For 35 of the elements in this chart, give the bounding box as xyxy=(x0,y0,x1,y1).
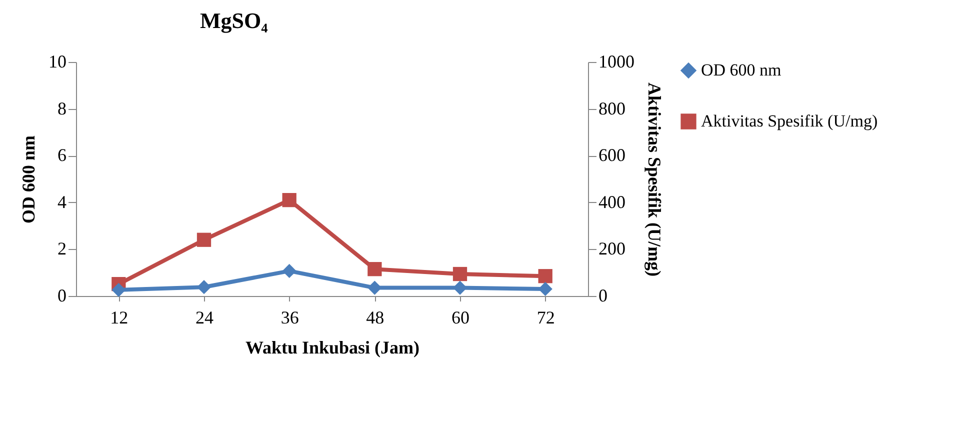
y2-tick-label: 800 xyxy=(598,98,626,118)
legend-label: Aktivitas Spesifik (U/mg) xyxy=(701,112,878,130)
point xyxy=(452,266,468,282)
point xyxy=(282,192,296,208)
point xyxy=(368,280,382,295)
point xyxy=(282,264,296,278)
y2-tick-label: 600 xyxy=(598,145,626,166)
y2-tick-label: 200 xyxy=(598,238,626,259)
point xyxy=(112,282,126,297)
x-tick-label: 24 xyxy=(196,308,214,328)
legend-label: OD 600 nm xyxy=(701,60,782,80)
x-tick-label: 60 xyxy=(452,308,470,328)
point xyxy=(538,269,552,284)
y-tick-label: 0 xyxy=(58,286,66,306)
point xyxy=(452,280,468,295)
x-tick-label: 72 xyxy=(536,308,555,328)
x-tick-label: 36 xyxy=(280,308,299,328)
y-tick-label: 8 xyxy=(58,98,66,118)
y2-tick-label: 1000 xyxy=(598,52,634,72)
point xyxy=(196,232,212,247)
y-tick-label: 6 xyxy=(58,145,66,166)
y-tick-label: 10 xyxy=(48,52,66,72)
point xyxy=(196,280,212,294)
point xyxy=(368,262,382,276)
x-axis-title: Waktu Inkubasi (Jam) xyxy=(245,338,420,358)
y-tick-label: 4 xyxy=(58,192,66,212)
y2-tick-label: 400 xyxy=(598,192,626,212)
y-axis-title: OD 600 nm xyxy=(18,135,38,224)
x-tick-label: 12 xyxy=(110,308,128,328)
x-tick-label: 48 xyxy=(366,308,384,328)
chart-title: MgSO₄ xyxy=(200,8,268,33)
y2-axis-title: Aktivitas Spesifik (U/mg) xyxy=(644,82,664,277)
point xyxy=(538,282,552,296)
y-tick-label: 2 xyxy=(58,238,66,259)
y2-tick-label: 0 xyxy=(598,286,608,306)
